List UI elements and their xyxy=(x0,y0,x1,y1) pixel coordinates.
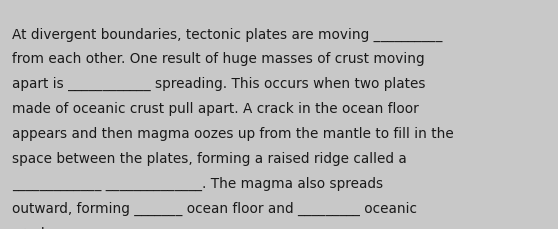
Text: outward, forming _______ ocean floor and _________ oceanic: outward, forming _______ ocean floor and… xyxy=(12,201,417,215)
Text: At divergent boundaries, tectonic plates are moving __________: At divergent boundaries, tectonic plates… xyxy=(12,27,442,41)
Text: appears and then magma oozes up from the mantle to fill in the: appears and then magma oozes up from the… xyxy=(12,126,454,140)
Text: crust.: crust. xyxy=(12,225,51,229)
Text: made of oceanic crust pull apart. A crack in the ocean floor: made of oceanic crust pull apart. A crac… xyxy=(12,102,419,116)
Text: apart is ____________ spreading. This occurs when two plates: apart is ____________ spreading. This oc… xyxy=(12,77,426,91)
Text: from each other. One result of huge masses of crust moving: from each other. One result of huge mass… xyxy=(12,52,425,66)
Text: space between the plates, forming a raised ridge called a: space between the plates, forming a rais… xyxy=(12,151,407,165)
Text: _____________ ______________. The magma also spreads: _____________ ______________. The magma … xyxy=(12,176,383,190)
